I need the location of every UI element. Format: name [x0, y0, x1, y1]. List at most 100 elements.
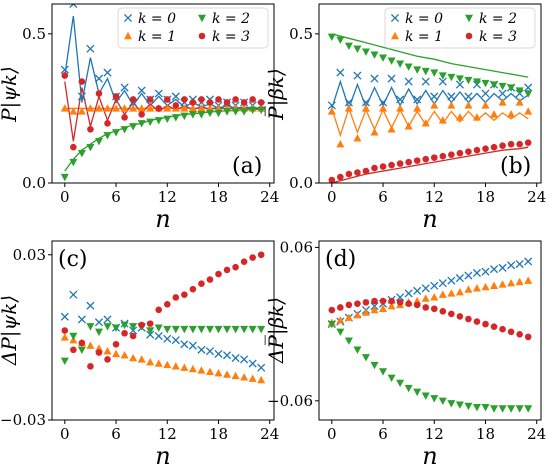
data-point-k0 [498, 89, 507, 98]
data-point-k1 [524, 276, 533, 284]
y-axis-label: P̅|ψk⟩ [0, 66, 22, 123]
data-point-k2 [353, 45, 362, 53]
data-point-k0 [438, 77, 447, 86]
data-point-k1 [353, 134, 362, 142]
data-point-k2 [404, 384, 413, 393]
data-point-k0 [180, 340, 189, 349]
data-point-k0 [387, 74, 396, 83]
plot-area [60, 251, 266, 384]
data-point-k1 [146, 104, 155, 112]
data-point-k2 [205, 109, 214, 118]
data-point-k1 [112, 104, 121, 112]
data-point-k2 [60, 357, 69, 365]
data-point-k3 [405, 158, 412, 166]
data-point-k3 [163, 96, 171, 103]
data-point-k3 [396, 299, 404, 306]
theory-line-k0 [64, 15, 262, 110]
y-axis-label: P̅|βk⟩ [263, 68, 289, 121]
data-point-k0 [94, 318, 104, 327]
data-point-k2 [498, 82, 507, 91]
x-tick-label: 12 [425, 188, 444, 206]
series-k0 [327, 257, 533, 329]
data-point-k3 [345, 301, 353, 309]
data-point-k2 [336, 36, 345, 44]
data-point-k1 [498, 280, 507, 288]
data-point-k3 [163, 301, 171, 308]
panel-b: 0 6 12 18 240.00.5nP̅|βk⟩(b)k = 0k = 1k = 2k… [263, 3, 546, 233]
data-point-k1 [464, 101, 473, 109]
data-point-k3 [499, 325, 506, 333]
data-point-k0 [77, 315, 86, 324]
data-point-k0 [378, 98, 388, 107]
data-point-k3 [388, 297, 395, 305]
data-point-k2 [396, 60, 405, 68]
data-point-k3 [146, 96, 154, 103]
data-point-k2 [163, 115, 172, 124]
data-point-k0 [77, 92, 86, 101]
data-point-k1 [103, 346, 112, 355]
data-point-k1 [447, 101, 456, 109]
panel-a: 0 6 12 18 240.00.5nP̅|ψk⟩(a)k = 0k = 1k = 2k… [0, 3, 279, 233]
data-point-k3 [138, 111, 145, 118]
data-point-k3 [206, 276, 214, 283]
x-tick-label: 6 [378, 425, 388, 443]
data-point-k2 [69, 332, 78, 341]
data-point-k0 [507, 261, 516, 270]
data-point-k3 [146, 320, 154, 327]
legend-entry: k = 3 [212, 29, 250, 45]
data-point-k3 [371, 164, 378, 172]
data-point-k0 [154, 89, 163, 98]
data-point-k0 [438, 279, 447, 288]
data-point-k1 [77, 107, 86, 115]
y-tick-label: 0.5 [22, 25, 46, 43]
data-point-k1 [180, 104, 189, 112]
data-point-k3 [198, 96, 205, 103]
legend-box [384, 7, 536, 49]
data-point-k1 [223, 370, 232, 378]
data-point-k3 [482, 145, 489, 152]
axes-frame [318, 3, 542, 184]
data-point-k2 [60, 173, 69, 182]
data-point-k1 [60, 333, 69, 341]
data-point-k2 [464, 76, 473, 85]
x-tick-label: 24 [260, 188, 279, 206]
data-point-k3 [354, 300, 361, 307]
data-point-k3 [405, 300, 412, 307]
data-point-k0 [171, 336, 180, 345]
data-point-k2 [257, 106, 266, 115]
data-point-k3 [354, 169, 361, 176]
data-point-k2 [188, 111, 197, 119]
data-point-k3 [473, 318, 481, 325]
data-point-k0 [455, 274, 464, 283]
axes-frame [318, 240, 542, 421]
data-point-k3 [388, 161, 395, 169]
data-point-k3 [362, 167, 370, 175]
series-k1 [327, 276, 533, 327]
data-point-k0 [222, 351, 232, 360]
data-point-k1 [188, 104, 197, 112]
data-point-k1 [396, 104, 405, 112]
data-point-k3 [524, 333, 532, 341]
data-point-k0 [481, 267, 490, 276]
data-point-k3 [379, 297, 387, 305]
data-point-k2 [524, 90, 533, 98]
data-point-k0 [240, 355, 249, 364]
x-tick-label: 24 [260, 425, 279, 443]
data-point-k3 [104, 356, 111, 363]
data-point-k2 [94, 328, 103, 337]
y-tick-label: 0.06 [280, 238, 313, 256]
data-point-k1 [120, 104, 129, 112]
data-point-k2 [205, 325, 214, 334]
data-point-k2 [171, 114, 180, 122]
panel-label: (b) [500, 154, 531, 179]
legend-entry: k = 0 [405, 11, 443, 27]
data-point-k3 [70, 143, 77, 151]
data-point-k3 [104, 120, 111, 127]
x-tick-label: 6 [378, 188, 388, 206]
data-point-k3 [516, 140, 523, 148]
data-point-k0 [498, 263, 507, 272]
data-point-k1 [188, 364, 197, 373]
legend-marker-k0 [123, 13, 133, 23]
data-point-k2 [188, 325, 197, 334]
